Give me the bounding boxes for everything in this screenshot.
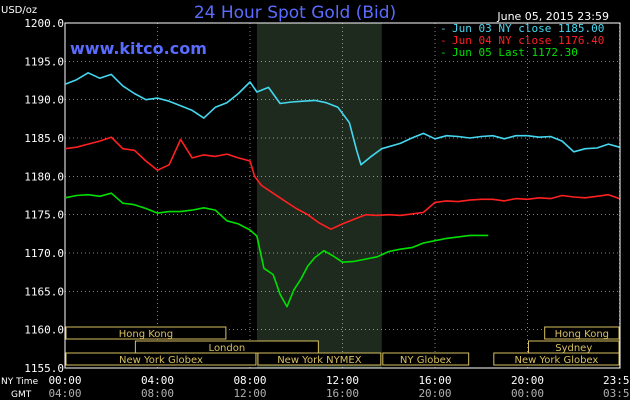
x-axis-ticks: 00:0004:0008:0012:0016:0020:0023:5904:00… <box>48 374 630 400</box>
y-axis-unit-label: USD/oz <box>1 5 37 16</box>
x-tick-gmt-label: 16:00 <box>326 387 359 400</box>
market-session-bar <box>544 326 620 340</box>
y-tick-label: 1165.0 <box>24 285 64 298</box>
x-tick-gmt-label: 12:00 <box>233 387 266 400</box>
market-session-bar <box>493 352 620 366</box>
y-tick-label: 1180.0 <box>24 170 64 183</box>
market-session-label: NY Globex <box>400 355 452 366</box>
kitco-watermark: www.kitco.com <box>70 39 207 58</box>
y-tick-label: 1200.0 <box>24 17 64 30</box>
legend-entry: Jun 05 Last 1172.30 <box>452 46 578 59</box>
y-tick-label: 1175.0 <box>24 209 64 222</box>
legend: - Jun 03 NY close 1185.00- Jun 04 NY close… <box>440 22 604 59</box>
y-axis-ticks: 1200.0 1195.0 1190.0 1185.0 1180.0 1175.0 1170… <box>24 17 64 375</box>
x-axis-ny-label: NY Time <box>1 377 39 387</box>
market-session-bar <box>65 352 257 366</box>
market-session-label: Hong Kong <box>555 329 609 340</box>
x-tick-ny-label: 16:00 <box>418 374 451 387</box>
x-tick-ny-label: 23:59 <box>603 374 630 387</box>
legend-entry: Jun 04 NY close 1176.40 <box>452 34 604 47</box>
x-tick-gmt-label: 08:00 <box>141 387 174 400</box>
chart-title: 24 Hour Spot Gold (Bid) <box>194 3 396 23</box>
y-tick-label: 1155.0 <box>24 362 64 375</box>
x-tick-ny-label: 04:00 <box>141 374 174 387</box>
x-tick-gmt-label: 03:59 <box>603 387 630 400</box>
x-tick-gmt-label: 20:00 <box>418 387 451 400</box>
x-tick-gmt-label: 04:00 <box>48 387 81 400</box>
legend-marker: - <box>440 34 447 47</box>
legend-marker: - <box>440 22 447 35</box>
series-line-2 <box>64 136 620 230</box>
market-session-bar <box>65 326 227 340</box>
x-tick-ny-label: 08:00 <box>233 374 266 387</box>
y-tick-label: 1185.0 <box>24 132 64 145</box>
x-axis-gmt-label: GMT <box>11 390 32 400</box>
x-tick-ny-label: 12:00 <box>326 374 359 387</box>
market-session-label: London <box>209 343 246 354</box>
legend-entry: Jun 03 NY close 1185.00 <box>452 22 604 35</box>
market-session-label: New York Globex <box>514 355 598 366</box>
x-tick-gmt-label: 00:00 <box>511 387 544 400</box>
y-tick-label: 1190.0 <box>24 94 64 107</box>
series-layer <box>64 72 620 308</box>
market-session-bar <box>382 352 470 366</box>
market-session-label: New York Globex <box>119 355 203 366</box>
y-tick-label: 1170.0 <box>24 247 64 260</box>
series-line-1 <box>64 72 620 166</box>
market-session-bar <box>257 352 382 366</box>
plot-frame <box>64 22 621 369</box>
series-line-3 <box>64 192 489 308</box>
x-tick-ny-label: 20:00 <box>511 374 544 387</box>
x-tick-ny-label: 00:00 <box>48 374 81 387</box>
market-session-label: Hong Kong <box>119 329 173 340</box>
y-tick-label: 1160.0 <box>24 324 64 337</box>
chart-date: June 05, 2015 23:59 <box>496 10 609 23</box>
market-session-label: Sydney <box>555 343 592 354</box>
legend-marker: - <box>440 46 447 59</box>
y-tick-label: 1195.0 <box>24 55 64 68</box>
market-session-label: New York NYMEX <box>277 355 362 366</box>
